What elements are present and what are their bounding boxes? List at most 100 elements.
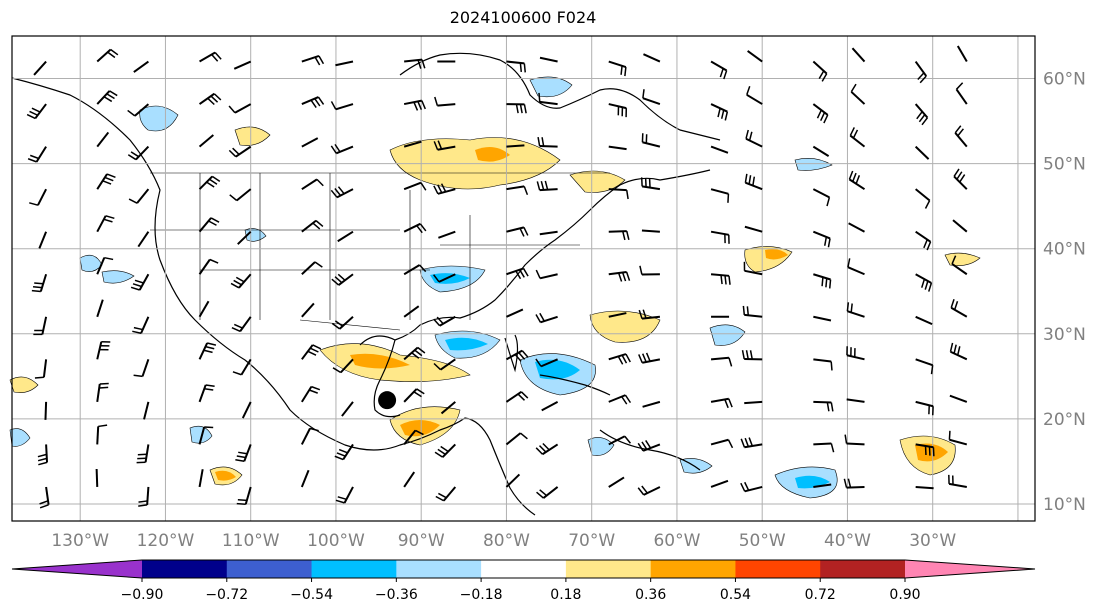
wind-barb <box>435 486 457 502</box>
wind-barb <box>199 51 222 63</box>
wind-barb <box>403 346 426 361</box>
wind-barb <box>608 60 627 77</box>
wind-barb <box>813 483 832 488</box>
wind-barb <box>844 434 865 446</box>
wind-barb <box>96 90 118 105</box>
wind-barb <box>29 188 47 206</box>
wind-barb <box>638 352 661 364</box>
wind-barb <box>301 55 325 66</box>
wind-barb <box>915 315 933 326</box>
wind-barb <box>812 60 828 82</box>
wind-barb <box>438 230 456 239</box>
wind-barb <box>641 229 660 233</box>
map-frame <box>11 35 1036 522</box>
longitude-label: 90°W <box>398 531 445 551</box>
wind-barb <box>954 125 968 148</box>
longitude-label: 120°W <box>137 531 195 551</box>
wind-barb <box>846 346 865 361</box>
wind-barb <box>539 56 558 63</box>
wind-barb <box>228 145 252 158</box>
wind-barb <box>952 219 968 233</box>
wind-barb <box>538 92 558 106</box>
wind-barb <box>198 342 217 360</box>
wind-barb <box>812 230 831 248</box>
colorbar-tick-label: −0.72 <box>205 587 248 603</box>
colorbar-segment <box>565 560 652 578</box>
wind-barb <box>643 53 661 63</box>
wind-barb <box>537 136 558 148</box>
wind-barb <box>332 358 354 374</box>
wind-barb <box>301 261 323 275</box>
wind-barb <box>744 173 763 191</box>
latitude-labels: 60°N 50°N 40°N 30°N 20°N 10°N <box>1043 70 1086 515</box>
wind-barb <box>710 188 730 203</box>
wind-barb <box>851 47 866 63</box>
wind-barb <box>608 312 627 318</box>
wind-barb <box>848 170 866 190</box>
wind-barb <box>403 388 425 403</box>
colorbar-extend-high <box>905 560 1035 578</box>
wind-barb <box>637 440 661 452</box>
wind-barb <box>133 60 149 73</box>
location-marker <box>378 391 397 410</box>
wind-barb <box>608 435 632 446</box>
wind-barb <box>33 316 48 336</box>
wind-barb <box>915 485 934 490</box>
wind-barb <box>505 349 529 362</box>
wind-barb <box>951 255 968 276</box>
wind-barb <box>505 473 521 488</box>
wind-barb <box>301 302 315 318</box>
wind-barb <box>143 401 150 420</box>
wind-barb <box>710 273 731 285</box>
wind-barb <box>330 101 354 111</box>
colorbar-tick-label: 0.18 <box>550 587 581 603</box>
wind-barb <box>232 358 252 376</box>
wind-barb <box>949 394 968 403</box>
wind-barb <box>198 134 214 148</box>
wind-barb <box>128 188 150 204</box>
wind-barb <box>741 350 763 361</box>
wind-barb <box>434 96 456 107</box>
wind-barb <box>950 299 968 318</box>
longitude-label: 60°W <box>653 531 700 551</box>
wind-barb <box>198 258 219 275</box>
wind-barb <box>641 133 661 148</box>
wind-barb <box>846 302 865 318</box>
wind-barb <box>335 486 354 504</box>
wind-barb <box>535 442 559 456</box>
wind-barb <box>812 188 831 207</box>
colorbar-segment <box>650 560 736 578</box>
wind-barb <box>44 401 48 420</box>
wind-barb <box>127 103 150 117</box>
wind-barb <box>915 188 931 209</box>
map-title: 2024100600 F024 <box>449 8 597 27</box>
wind-barb <box>506 267 529 280</box>
wind-barb <box>403 264 427 276</box>
wind-barb <box>541 400 559 412</box>
latitude-label: 10°N <box>1043 495 1086 515</box>
wind-barb <box>403 471 416 488</box>
wind-barb <box>813 400 834 412</box>
wind-barb <box>96 131 110 148</box>
colorbar-tick-label: −0.36 <box>375 587 418 603</box>
wind-barb <box>39 486 50 509</box>
colorbar-segment <box>226 560 313 578</box>
wind-barb <box>136 444 150 464</box>
wind-barb <box>539 230 558 236</box>
wind-barb <box>710 60 728 80</box>
wind-barb <box>847 258 865 276</box>
wind-barb <box>608 476 625 488</box>
wind-barb <box>746 86 763 105</box>
wind-barb <box>506 103 527 114</box>
wind-barb <box>608 353 631 365</box>
colorbar-tick-label: −0.90 <box>121 587 164 603</box>
wind-barb <box>96 215 115 233</box>
colorbar-extend-low <box>12 560 142 578</box>
wind-barb <box>96 341 111 360</box>
wind-barb <box>813 315 832 322</box>
wind-barb <box>744 225 763 233</box>
longitude-label: 40°W <box>824 531 871 551</box>
colorbar: −0.90 −0.72 −0.54 −0.36 −0.18 0.18 0.36 0.54 0.7… <box>11 559 1036 603</box>
wind-barb <box>812 103 829 124</box>
latitude-label: 30°N <box>1043 325 1086 345</box>
